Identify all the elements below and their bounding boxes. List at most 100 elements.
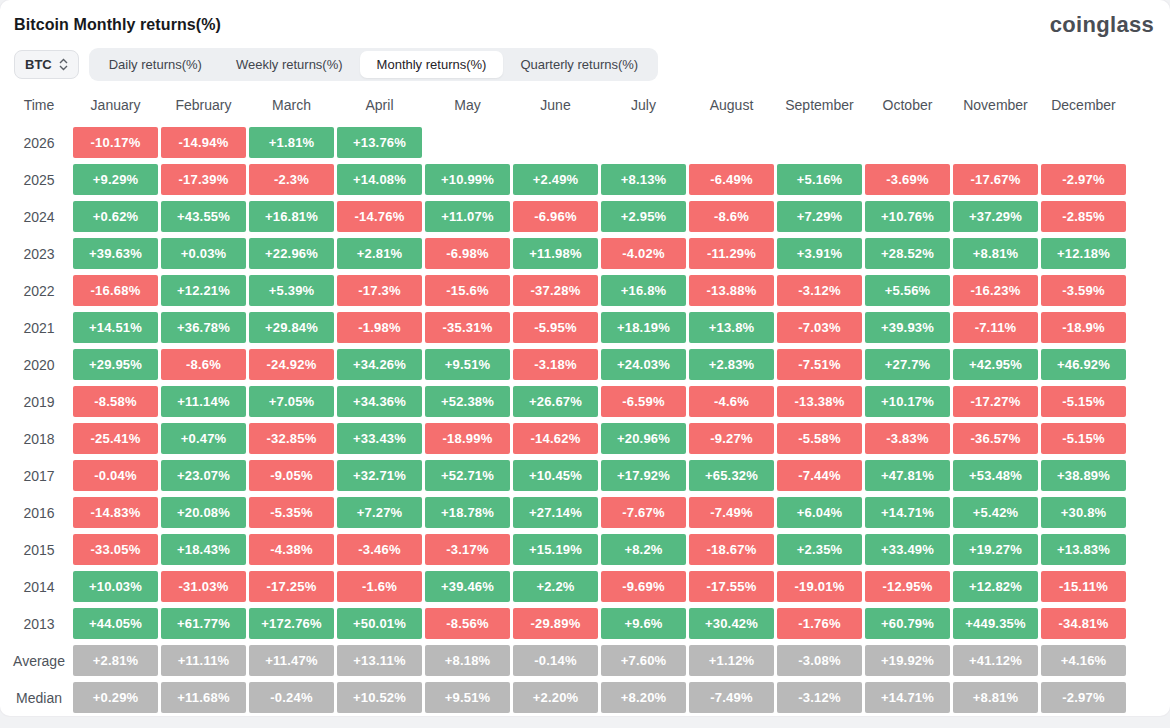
- return-cell-2025-january: +9.29%: [73, 164, 158, 195]
- return-cell-2024-december: -2.85%: [1041, 201, 1126, 232]
- return-cell-2023-february: +0.03%: [161, 238, 246, 269]
- return-cell-2021-february: +36.78%: [161, 312, 246, 343]
- return-cell-2025-september: +5.16%: [777, 164, 862, 195]
- row-label-2024: 2024: [8, 201, 70, 232]
- return-cell-2015-february: +18.43%: [161, 534, 246, 565]
- return-cell-2015-november: +19.27%: [953, 534, 1038, 565]
- return-cell-2016-october: +14.71%: [865, 497, 950, 528]
- return-cell-2016-november: +5.42%: [953, 497, 1038, 528]
- return-cell-2025-may: +10.99%: [425, 164, 510, 195]
- return-cell-2021-april: -1.98%: [337, 312, 422, 343]
- return-cell-2021-october: +39.93%: [865, 312, 950, 343]
- return-cell-2021-january: +14.51%: [73, 312, 158, 343]
- return-cell-2020-october: +27.7%: [865, 349, 950, 380]
- return-cell-2024-november: +37.29%: [953, 201, 1038, 232]
- row-label-2013: 2013: [8, 608, 70, 639]
- return-cell-2016-march: -5.35%: [249, 497, 334, 528]
- return-cell-2016-april: +7.27%: [337, 497, 422, 528]
- return-cell-2024-june: -6.96%: [513, 201, 598, 232]
- return-cell-median-july: +8.20%: [601, 682, 686, 713]
- return-cell-median-december: -2.97%: [1041, 682, 1126, 713]
- return-cell-2014-june: +2.2%: [513, 571, 598, 602]
- return-cell-2018-june: -14.62%: [513, 423, 598, 454]
- controls-bar: BTC Daily returns(%)Weekly returns(%)Mon…: [0, 42, 1170, 81]
- return-cell-2020-january: +29.95%: [73, 349, 158, 380]
- row-label-2016: 2016: [8, 497, 70, 528]
- return-cell-2022-june: -37.28%: [513, 275, 598, 306]
- return-cell-2019-october: +10.17%: [865, 386, 950, 417]
- return-cell-2019-july: -6.59%: [601, 386, 686, 417]
- return-cell-2021-may: -35.31%: [425, 312, 510, 343]
- tab-monthly-returns[interactable]: Monthly returns(%): [360, 51, 504, 78]
- return-cell-median-september: -3.12%: [777, 682, 862, 713]
- return-cell-2025-august: -6.49%: [689, 164, 774, 195]
- return-cell-2017-january: -0.04%: [73, 460, 158, 491]
- return-cell-average-february: +11.11%: [161, 645, 246, 676]
- tab-quarterly-returns[interactable]: Quarterly returns(%): [503, 51, 655, 78]
- return-cell-2017-may: +52.71%: [425, 460, 510, 491]
- return-cell-2020-december: +46.92%: [1041, 349, 1126, 380]
- return-cell-2024-august: -8.6%: [689, 201, 774, 232]
- return-cell-2017-july: +17.92%: [601, 460, 686, 491]
- return-cell-2026-may: [425, 127, 510, 158]
- return-cell-2014-march: -17.25%: [249, 571, 334, 602]
- return-cell-2018-march: -32.85%: [249, 423, 334, 454]
- return-cell-2022-december: -3.59%: [1041, 275, 1126, 306]
- return-cell-average-december: +4.16%: [1041, 645, 1126, 676]
- return-cell-2019-march: +7.05%: [249, 386, 334, 417]
- return-cell-2017-march: -9.05%: [249, 460, 334, 491]
- return-cell-2017-september: -7.44%: [777, 460, 862, 491]
- return-cell-2024-july: +2.95%: [601, 201, 686, 232]
- return-cell-2024-may: +11.07%: [425, 201, 510, 232]
- return-cell-average-march: +11.47%: [249, 645, 334, 676]
- return-cell-2017-april: +32.71%: [337, 460, 422, 491]
- return-cell-2026-march: +1.81%: [249, 127, 334, 158]
- return-cell-2019-february: +11.14%: [161, 386, 246, 417]
- return-cell-2022-august: -13.88%: [689, 275, 774, 306]
- return-cell-2020-april: +34.26%: [337, 349, 422, 380]
- return-cell-average-april: +13.11%: [337, 645, 422, 676]
- return-cell-2016-july: -7.67%: [601, 497, 686, 528]
- return-cell-2015-april: -3.46%: [337, 534, 422, 565]
- return-cell-2014-november: +12.82%: [953, 571, 1038, 602]
- return-cell-2016-may: +18.78%: [425, 497, 510, 528]
- return-cell-average-july: +7.60%: [601, 645, 686, 676]
- return-cell-2013-august: +30.42%: [689, 608, 774, 639]
- return-cell-2013-january: +44.05%: [73, 608, 158, 639]
- column-header-october: October: [865, 91, 950, 121]
- return-cell-2017-august: +65.32%: [689, 460, 774, 491]
- return-cell-2026-october: [865, 127, 950, 158]
- return-cell-2019-august: -4.6%: [689, 386, 774, 417]
- tab-daily-returns[interactable]: Daily returns(%): [92, 51, 219, 78]
- return-cell-2021-march: +29.84%: [249, 312, 334, 343]
- return-cell-2013-october: +60.79%: [865, 608, 950, 639]
- return-cell-2026-september: [777, 127, 862, 158]
- tab-weekly-returns[interactable]: Weekly returns(%): [219, 51, 360, 78]
- return-cell-2015-january: -33.05%: [73, 534, 158, 565]
- column-header-july: July: [601, 91, 686, 121]
- return-cell-2013-june: -29.89%: [513, 608, 598, 639]
- return-cell-2016-january: -14.83%: [73, 497, 158, 528]
- symbol-select[interactable]: BTC: [14, 50, 79, 79]
- return-cell-2025-february: -17.39%: [161, 164, 246, 195]
- return-cell-median-march: -0.24%: [249, 682, 334, 713]
- return-cell-2020-november: +42.95%: [953, 349, 1038, 380]
- return-cell-2023-october: +28.52%: [865, 238, 950, 269]
- return-cell-2023-september: +3.91%: [777, 238, 862, 269]
- row-label-2023: 2023: [8, 238, 70, 269]
- return-cell-2026-february: -14.94%: [161, 127, 246, 158]
- return-cell-2018-october: -3.83%: [865, 423, 950, 454]
- return-cell-2024-january: +0.62%: [73, 201, 158, 232]
- return-cell-2025-march: -2.3%: [249, 164, 334, 195]
- column-header-february: February: [161, 91, 246, 121]
- return-cell-2025-october: -3.69%: [865, 164, 950, 195]
- return-cell-2024-february: +43.55%: [161, 201, 246, 232]
- coinglass-logo[interactable]: coinglass: [1050, 12, 1154, 38]
- return-cell-2019-may: +52.38%: [425, 386, 510, 417]
- return-cell-2019-january: -8.58%: [73, 386, 158, 417]
- return-cell-2017-june: +10.45%: [513, 460, 598, 491]
- return-cell-2016-december: +30.8%: [1041, 497, 1126, 528]
- return-cell-2013-april: +50.01%: [337, 608, 422, 639]
- return-cell-median-october: +14.71%: [865, 682, 950, 713]
- return-cell-average-october: +19.92%: [865, 645, 950, 676]
